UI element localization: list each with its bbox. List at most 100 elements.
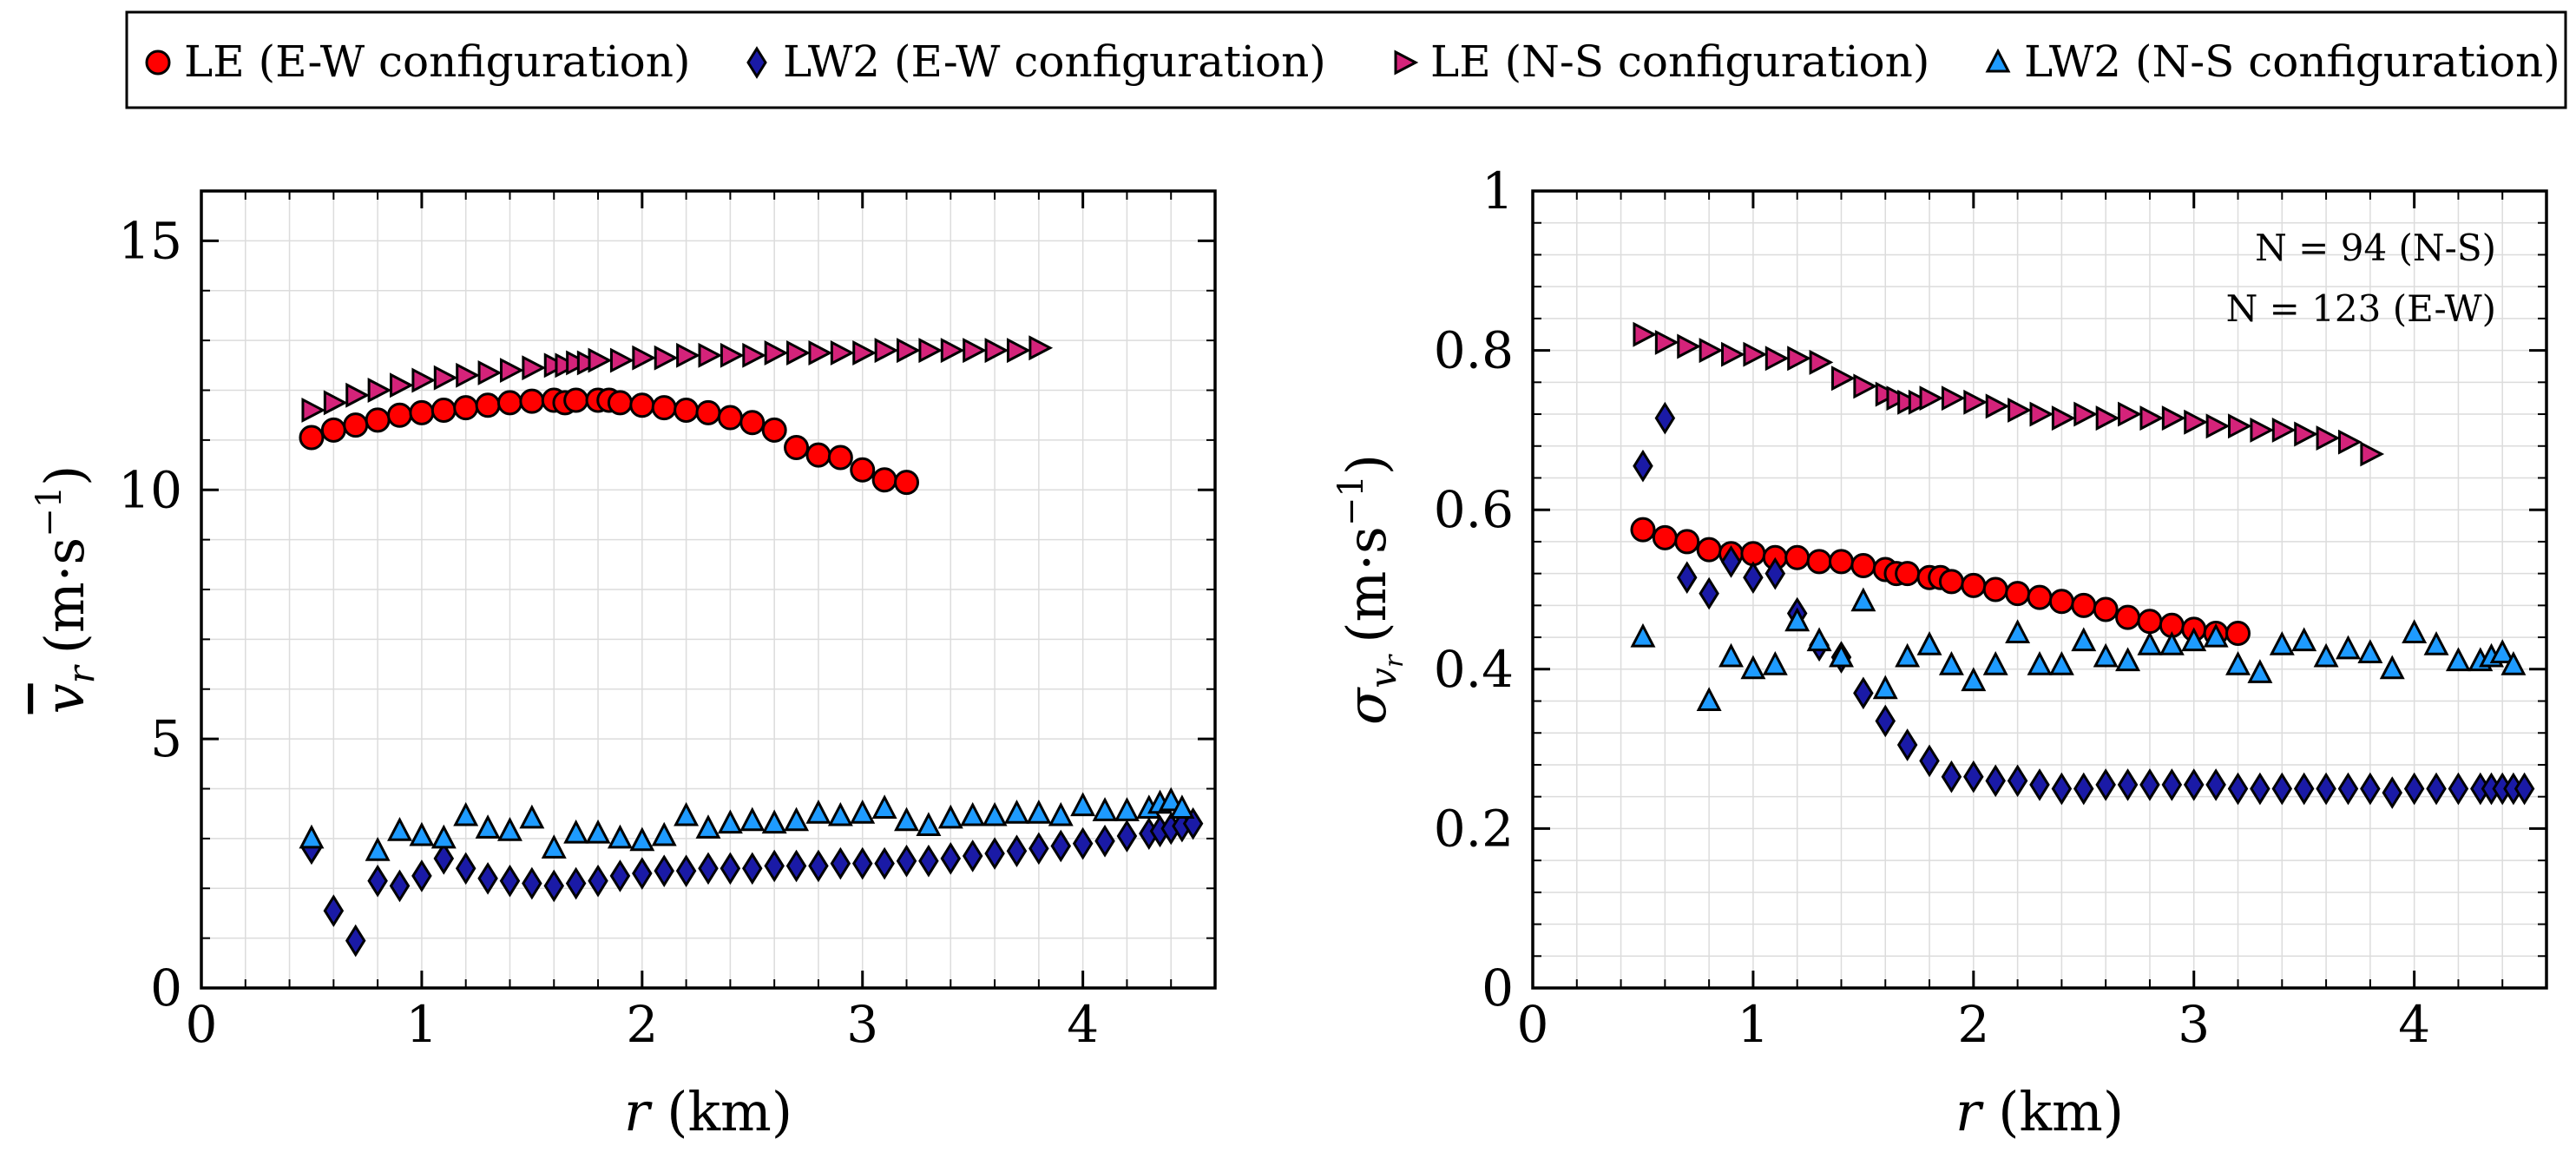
left-point-lw2-ew — [433, 841, 455, 875]
right-point-le-ns — [1787, 346, 1811, 372]
left-point-le-ew — [894, 470, 920, 496]
right-point-le-ns — [2029, 401, 2054, 427]
right-point-le-ns — [1677, 333, 1701, 359]
right-point-le-ew — [2137, 609, 2163, 635]
left-point-le-ew — [475, 392, 501, 418]
left-point-le-ns — [632, 345, 657, 371]
right-point-le-ns — [2095, 405, 2120, 431]
right-point-lw2-ns — [1895, 642, 1921, 668]
right-point-lw2-ew — [2029, 768, 2050, 801]
left-point-lw2-ns — [409, 821, 435, 846]
right-point-lw2-ew — [2403, 772, 2425, 806]
right-point-lw2-ew — [2117, 768, 2139, 801]
right-point-lw2-ew — [2139, 768, 2160, 801]
legend-frame — [125, 10, 2567, 109]
right-x-tick-label: 0 — [1517, 995, 1549, 1054]
left-point-le-ns — [522, 355, 547, 381]
right-point-lw2-ew — [1963, 760, 1984, 794]
left-point-le-ns — [830, 339, 855, 365]
left-point-le-ns — [411, 367, 437, 393]
legend: LE (E-W configuration) LW2 (E-W configur… — [125, 10, 2567, 109]
right-point-lw2-ns — [1806, 627, 1832, 652]
right-point-le-ns — [1764, 346, 1790, 372]
left-data-marks — [299, 335, 1204, 958]
legend-marker-lw2-ew-shape — [746, 46, 767, 79]
right-point-le-ew — [2115, 604, 2141, 630]
right-point-le-ns — [2139, 405, 2165, 431]
left-point-lw2-ew — [477, 861, 498, 895]
right-point-le-ns — [2271, 417, 2297, 443]
right-point-lw2-ns — [2291, 627, 2317, 652]
left-point-le-ns — [499, 358, 524, 384]
legend-marker-le-ew — [145, 49, 171, 76]
left-point-lw2-ew — [1050, 829, 1072, 863]
right-point-le-ns — [1853, 373, 1878, 399]
left-ticks: 0 1 2 3 4 0 5 10 15 — [118, 190, 1216, 1054]
right-point-le-ew — [1850, 552, 1876, 578]
right-point-le-ns — [2294, 421, 2318, 447]
left-point-le-ew — [674, 397, 700, 423]
right-point-lw2-ew — [2426, 772, 2447, 806]
left-x-tick-label: 4 — [1067, 995, 1099, 1054]
left-point-le-ew — [343, 412, 369, 438]
left-point-le-ns — [301, 397, 326, 423]
left-point-le-ns — [698, 342, 723, 368]
left-point-lw2-ns — [299, 824, 325, 849]
left-point-le-ns — [433, 365, 458, 391]
right-point-le-ew — [1961, 572, 1987, 598]
right-point-lw2-ew — [2448, 772, 2469, 806]
legend-marker-le-ew-shape — [145, 49, 171, 76]
left-point-lw2-ns — [365, 836, 391, 861]
right-point-lw2-ns — [2336, 635, 2361, 660]
right-point-lw2-ns — [2203, 622, 2229, 648]
legend-marker-le-ns-shape — [1394, 49, 1419, 76]
left-point-le-ns — [456, 362, 480, 388]
left-point-le-ew — [871, 467, 897, 493]
left-point-lw2-ns — [453, 801, 479, 826]
left-point-lw2-ns — [982, 801, 1008, 826]
right-point-le-ns — [2337, 429, 2362, 455]
left-y-tick-label: 5 — [150, 709, 182, 768]
left-point-le-ns — [786, 339, 811, 365]
right-point-lw2-ns — [2379, 655, 2405, 680]
left-point-le-ns — [345, 382, 370, 408]
right-data-marks — [1630, 321, 2535, 809]
left-point-lw2-ew — [785, 849, 807, 883]
right-point-le-ew — [1806, 549, 1832, 575]
left-point-lw2-ns — [1092, 797, 1118, 821]
left-point-le-ns — [323, 390, 348, 416]
right-point-le-ns — [2118, 401, 2142, 427]
right-point-le-ew — [2225, 620, 2251, 646]
right-point-lw2-ew — [2051, 772, 2073, 806]
left-point-lw2-ns — [1169, 794, 1195, 819]
left-point-le-ew — [409, 399, 435, 425]
legend-entry-le-ew: LE (E-W configuration) — [145, 36, 690, 87]
right-y-tick-label: 0.2 — [1434, 799, 1514, 858]
right-point-lw2-ew — [1743, 561, 1764, 595]
right-point-lw2-ew — [2205, 768, 2226, 801]
left-point-lw2-ns — [871, 794, 897, 819]
left-x-tick-label: 2 — [626, 995, 658, 1054]
right-point-lw2-ew — [2382, 776, 2403, 809]
right-point-le-ew — [2027, 584, 2053, 610]
right-point-lw2-ns — [1829, 642, 1854, 668]
left-point-le-ew — [519, 388, 545, 414]
right-x-tick-label: 3 — [2178, 995, 2210, 1054]
left-point-lw2-ns — [563, 819, 589, 844]
left-point-lw2-ew — [543, 869, 565, 903]
left-point-le-ew — [430, 397, 457, 423]
right-point-lw2-ew — [1654, 401, 1676, 435]
right-grid — [1532, 190, 2547, 989]
left-point-lw2-ew — [830, 846, 851, 880]
legend-marker-lw2-ns — [1985, 48, 2011, 73]
left-point-lw2-ns — [960, 801, 986, 826]
left-point-lw2-ns — [430, 824, 457, 849]
left-point-le-ew — [453, 395, 479, 421]
right-point-lw2-ns — [1850, 587, 1876, 612]
right-y-tick-label: 0 — [1482, 958, 1514, 1017]
left-point-le-ew — [365, 407, 391, 433]
left-point-le-ns — [654, 345, 679, 371]
left-point-lw2-ew — [1116, 820, 1138, 853]
left-point-lw2-ew — [389, 869, 411, 903]
left-point-lw2-ns — [695, 814, 721, 839]
